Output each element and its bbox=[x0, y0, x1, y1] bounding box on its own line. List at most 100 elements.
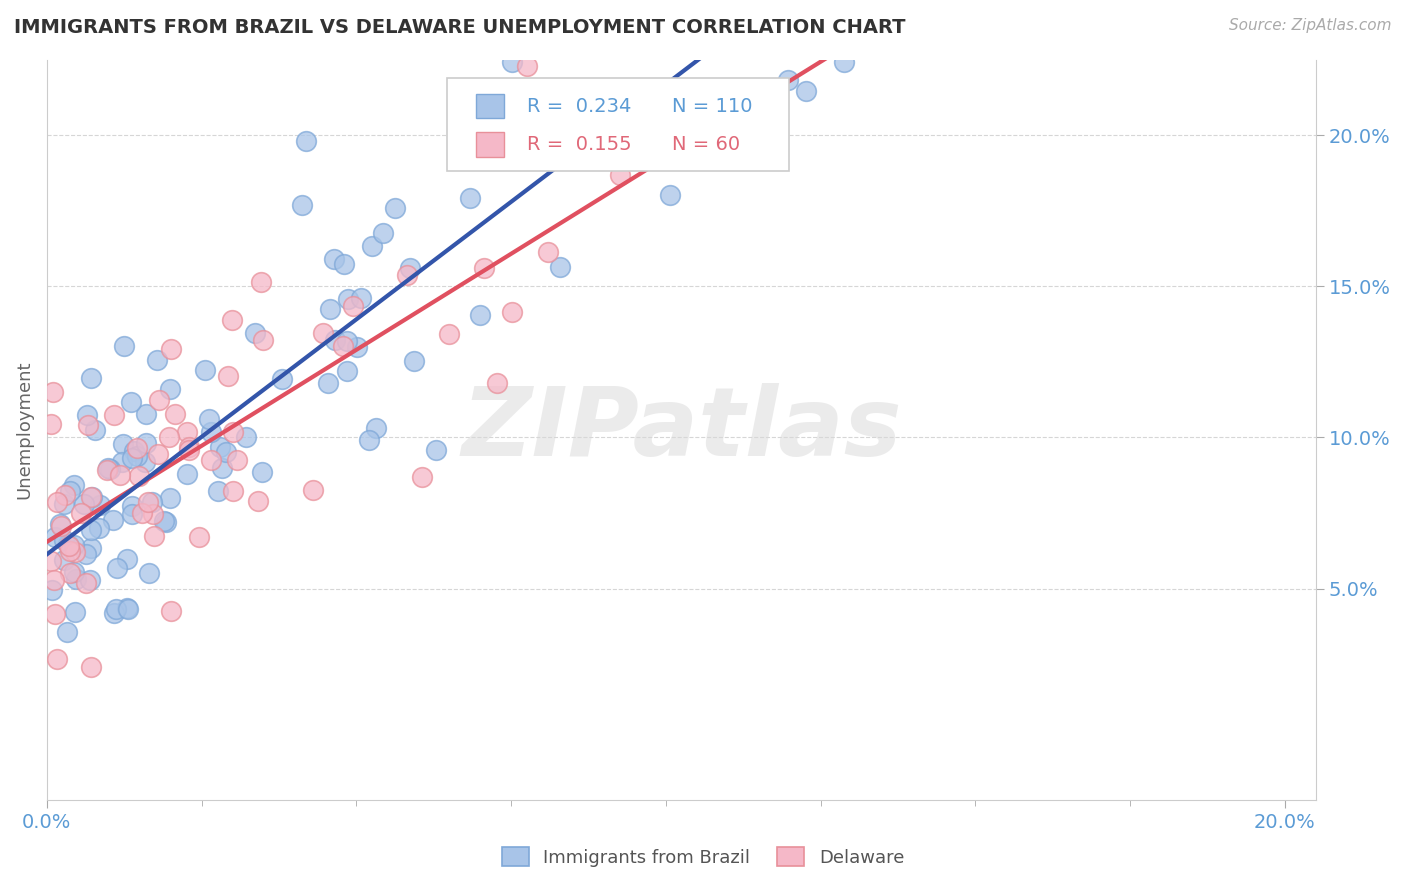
Point bbox=[63, 478, 86, 492]
Point bbox=[177, 443, 200, 458]
Point bbox=[323, 333, 346, 347]
FancyBboxPatch shape bbox=[475, 132, 503, 157]
Point bbox=[142, 507, 165, 521]
Point bbox=[336, 364, 359, 378]
Text: IMMIGRANTS FROM BRAZIL VS DELAWARE UNEMPLOYMENT CORRELATION CHART: IMMIGRANTS FROM BRAZIL VS DELAWARE UNEMP… bbox=[14, 18, 905, 37]
Point bbox=[101, 513, 124, 527]
Point bbox=[745, 27, 768, 41]
Point bbox=[135, 435, 157, 450]
Text: R =  0.234: R = 0.234 bbox=[526, 96, 631, 116]
Text: N = 60: N = 60 bbox=[672, 135, 741, 154]
Point bbox=[89, 498, 111, 512]
Point bbox=[49, 516, 72, 531]
Point bbox=[80, 523, 103, 537]
Point bbox=[63, 545, 86, 559]
Point bbox=[361, 239, 384, 253]
Point bbox=[215, 444, 238, 458]
Point bbox=[398, 260, 420, 275]
Point bbox=[312, 326, 335, 340]
Point bbox=[138, 566, 160, 580]
Point bbox=[176, 425, 198, 440]
Point bbox=[41, 583, 63, 598]
Point bbox=[58, 537, 80, 551]
Point bbox=[794, 84, 817, 98]
Point bbox=[134, 455, 156, 469]
Point bbox=[80, 490, 103, 504]
Point bbox=[75, 548, 97, 562]
Point bbox=[135, 407, 157, 421]
Point bbox=[323, 252, 346, 267]
Point bbox=[72, 497, 94, 511]
Point bbox=[295, 135, 318, 149]
Point bbox=[177, 440, 200, 454]
Point bbox=[411, 469, 433, 483]
Point bbox=[318, 301, 340, 316]
Point bbox=[333, 257, 356, 271]
Point bbox=[44, 607, 66, 621]
Point bbox=[49, 519, 72, 533]
Point bbox=[159, 491, 181, 505]
Point bbox=[384, 201, 406, 215]
Point bbox=[373, 226, 395, 240]
Point bbox=[110, 468, 132, 483]
Point bbox=[235, 429, 257, 443]
Point bbox=[65, 572, 87, 586]
Point bbox=[598, 120, 620, 134]
Point bbox=[103, 408, 125, 422]
Point bbox=[832, 55, 855, 70]
Point bbox=[557, 120, 579, 135]
Point bbox=[485, 376, 508, 391]
Point bbox=[59, 484, 82, 499]
Point bbox=[291, 198, 314, 212]
Point bbox=[226, 453, 249, 467]
Point bbox=[439, 327, 461, 342]
Point bbox=[44, 530, 66, 544]
Point bbox=[121, 499, 143, 513]
Point bbox=[472, 260, 495, 275]
Point bbox=[396, 268, 419, 283]
Point bbox=[124, 444, 146, 458]
Point bbox=[531, 150, 554, 164]
Point bbox=[207, 483, 229, 498]
Point bbox=[80, 541, 103, 555]
Point bbox=[148, 392, 170, 407]
Point bbox=[501, 305, 523, 319]
Point bbox=[332, 338, 354, 352]
Point bbox=[458, 191, 481, 205]
Point bbox=[97, 460, 120, 475]
Point bbox=[115, 600, 138, 615]
Point bbox=[346, 340, 368, 354]
Point bbox=[659, 187, 682, 202]
Point bbox=[609, 169, 631, 183]
Point bbox=[115, 551, 138, 566]
Point bbox=[131, 506, 153, 520]
Point bbox=[120, 395, 142, 409]
Point bbox=[39, 417, 62, 431]
Point bbox=[53, 488, 76, 502]
Point bbox=[468, 309, 491, 323]
Point bbox=[425, 442, 447, 457]
Point bbox=[39, 554, 62, 568]
Point bbox=[357, 433, 380, 447]
Point bbox=[79, 490, 101, 504]
Point bbox=[243, 326, 266, 340]
Point bbox=[83, 424, 105, 438]
Point bbox=[76, 418, 98, 433]
Point bbox=[63, 605, 86, 619]
Point bbox=[136, 495, 159, 509]
Point bbox=[271, 372, 294, 386]
Point bbox=[75, 575, 97, 590]
Point bbox=[163, 408, 186, 422]
Point bbox=[53, 497, 76, 511]
Point bbox=[342, 300, 364, 314]
Point bbox=[217, 368, 239, 383]
Point bbox=[76, 409, 98, 423]
Point bbox=[104, 602, 127, 616]
Point bbox=[58, 566, 80, 580]
Point bbox=[44, 574, 66, 588]
Point bbox=[336, 334, 359, 348]
Point bbox=[336, 293, 359, 307]
Point bbox=[56, 624, 79, 639]
Point bbox=[776, 73, 799, 87]
Point bbox=[221, 313, 243, 327]
